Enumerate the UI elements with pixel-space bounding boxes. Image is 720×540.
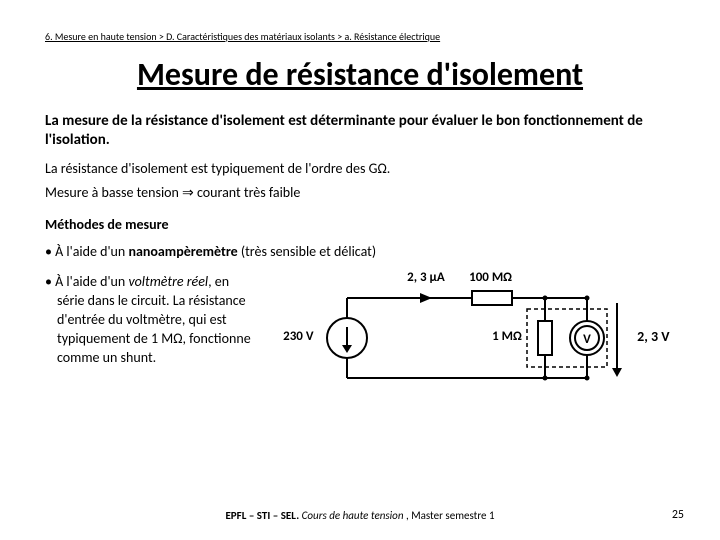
- circuit-svg: V: [287, 273, 627, 403]
- paragraph-2: Mesure à basse tension ⇒ courant très fa…: [45, 184, 675, 202]
- label-output-v: 2, 3 V: [637, 273, 675, 345]
- label-r-shunt: 1 MΩ: [492, 329, 522, 344]
- intro-text: La mesure de la résistance d'isolement e…: [45, 112, 675, 150]
- circuit-diagram: V 230 V 2, 3 μA 100 MΩ 1 MΩ: [287, 273, 627, 403]
- bullet-1: • À l'aide d'un nanoampèremètre (très se…: [45, 243, 675, 261]
- label-current: 2, 3 μA: [407, 270, 445, 285]
- methods-heading: Méthodes de mesure: [45, 216, 675, 233]
- label-source-v: 230 V: [283, 329, 313, 344]
- lower-row: • À l'aide d'un voltmètre réel, en série…: [45, 273, 675, 403]
- breadcrumb: 6. Mesure en haute tension > D. Caractér…: [45, 30, 675, 43]
- bullet2-rest: série dans le circuit. La résistance d'e…: [45, 292, 277, 368]
- bullet1-bold: nanoampèremètre: [128, 243, 237, 260]
- bullet1-post: (très sensible et délicat): [238, 243, 376, 260]
- bullet2-ital: voltmètre réel: [128, 273, 208, 290]
- footer-rest: , Master semestre 1: [403, 509, 494, 522]
- page-number: 25: [672, 508, 684, 522]
- footer-italic: Cours de haute tension: [302, 509, 404, 522]
- svg-text:V: V: [583, 332, 591, 347]
- bullet-2: • À l'aide d'un voltmètre réel, en série…: [45, 273, 277, 367]
- page-title: Mesure de résistance d'isolement: [45, 55, 675, 94]
- paragraph-1: La résistance d'isolement est typiquemen…: [45, 160, 675, 178]
- bullet1-pre: • À l'aide d'un: [45, 243, 128, 260]
- bullet2-post: , en: [208, 273, 229, 290]
- label-r-series: 100 MΩ: [469, 270, 512, 285]
- footer-bold: EPFL – STI – SEL.: [225, 509, 301, 522]
- footer: EPFL – STI – SEL. Cours de haute tension…: [0, 509, 720, 522]
- bullet2-pre: • À l'aide d'un: [45, 273, 128, 290]
